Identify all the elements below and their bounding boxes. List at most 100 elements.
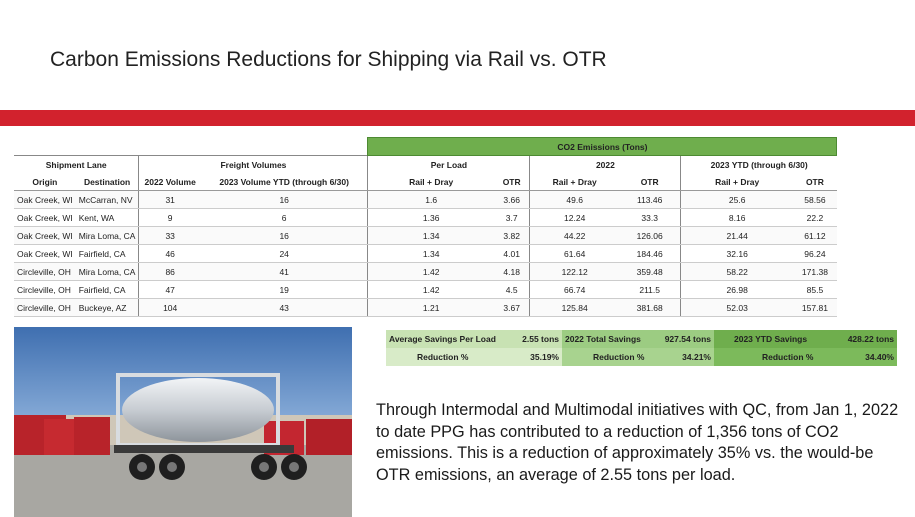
cell-2022-rail-dray: 12.24 (529, 208, 619, 227)
cell-2023-otr: 85.5 (792, 280, 837, 299)
cell-2022-otr: 381.68 (618, 298, 681, 317)
cell-2023-volume: 16 (200, 226, 368, 245)
ytd-reduction-label: Reduction % (762, 352, 814, 362)
cell-destination: Buckeye, AZ (75, 298, 139, 317)
cell-2023-rail-dray: 25.6 (680, 190, 793, 209)
table-row: Oak Creek, WI McCarran, NV 31 16 1.6 3.66 49.6… (14, 190, 837, 209)
cell-2023-rail-dray: 32.16 (680, 244, 793, 263)
cell-origin: Circleville, OH (14, 298, 76, 317)
total-savings-value: 927.54 tons (664, 334, 711, 344)
col-origin: Origin (14, 173, 76, 191)
col-2022-volume: 2022 Volume (138, 173, 201, 191)
cell-2022-otr: 184.46 (618, 244, 681, 263)
cell-2023-rail-dray: 26.98 (680, 280, 793, 299)
cell-destination: Fairfield, CA (75, 280, 139, 299)
col-2022-otr: OTR (618, 173, 681, 191)
cell-origin: Oak Creek, WI (14, 190, 76, 209)
cell-2022-otr: 113.46 (618, 190, 681, 209)
ytd-savings-label: 2023 YTD Savings (734, 334, 808, 344)
cell-2022-rail-dray: 44.22 (529, 226, 619, 245)
cell-2023-volume: 24 (200, 244, 368, 263)
col-2023-otr: OTR (792, 173, 837, 191)
cell-2023-otr: 58.56 (792, 190, 837, 209)
iso-tank-truck-photo (14, 327, 352, 517)
cell-2022-otr: 211.5 (618, 280, 681, 299)
col-2022-rail-dray: Rail + Dray (529, 173, 619, 191)
group-2022: 2022 (529, 155, 681, 173)
cell-per-load-otr: 3.7 (493, 208, 530, 227)
cell-origin: Circleville, OH (14, 280, 76, 299)
cell-origin: Oak Creek, WI (14, 208, 76, 227)
table-row: Circleville, OH Fairfield, CA 47 19 1.42 4.5 6… (14, 280, 837, 299)
col-destination: Destination (75, 173, 139, 191)
cell-origin: Oak Creek, WI (14, 244, 76, 263)
cell-per-load-rail-dray: 1.42 (367, 280, 494, 299)
cell-origin: Circleville, OH (14, 262, 76, 281)
avg-savings-value: 2.55 tons (522, 334, 559, 344)
cell-destination: Fairfield, CA (75, 244, 139, 263)
cell-destination: Kent, WA (75, 208, 139, 227)
cell-per-load-rail-dray: 1.42 (367, 262, 494, 281)
cell-2022-otr: 126.06 (618, 226, 681, 245)
cell-2023-rail-dray: 8.16 (680, 208, 793, 227)
cell-2023-volume: 43 (200, 298, 368, 317)
cell-2023-volume: 19 (200, 280, 368, 299)
emissions-table: CO2 Emissions (Tons) Shipment Lane Freig… (14, 137, 838, 317)
cell-2023-rail-dray: 21.44 (680, 226, 793, 245)
ytd-reduction-value: 34.40% (865, 352, 894, 362)
cell-2022-rail-dray: 125.84 (529, 298, 619, 317)
cell-destination: Mira Loma, CA (75, 226, 139, 245)
cell-per-load-otr: 4.5 (493, 280, 530, 299)
cell-2022-rail-dray: 49.6 (529, 190, 619, 209)
cell-2022-rail-dray: 61.64 (529, 244, 619, 263)
cell-per-load-otr: 4.18 (493, 262, 530, 281)
red-divider-bar (0, 110, 915, 126)
cell-2022-rail-dray: 66.74 (529, 280, 619, 299)
col-2023-rail-dray: Rail + Dray (680, 173, 793, 191)
cell-origin: Oak Creek, WI (14, 226, 76, 245)
cell-2023-volume: 6 (200, 208, 368, 227)
cell-2023-volume: 41 (200, 262, 368, 281)
col-2023-volume: 2023 Volume YTD (through 6/30) (200, 173, 368, 191)
cell-2022-rail-dray: 122.12 (529, 262, 619, 281)
cell-2022-otr: 359.48 (618, 262, 681, 281)
cell-2022-volume: 47 (138, 280, 201, 299)
avg-savings-label: Average Savings Per Load (389, 334, 496, 344)
group-2023-ytd: 2023 YTD (through 6/30) (680, 155, 837, 173)
cell-2022-volume: 86 (138, 262, 201, 281)
table-row: Oak Creek, WI Fairfield, CA 46 24 1.34 4.01 61… (14, 244, 837, 263)
total-reduction-label: Reduction % (593, 352, 645, 362)
cell-2023-rail-dray: 58.22 (680, 262, 793, 281)
table-row: Circleville, OH Mira Loma, CA 86 41 1.42 4.18… (14, 262, 837, 281)
cell-per-load-rail-dray: 1.36 (367, 208, 494, 227)
group-freight-volumes: Freight Volumes (138, 155, 368, 173)
cell-per-load-otr: 3.66 (493, 190, 530, 209)
page-title: Carbon Emissions Reductions for Shipping… (50, 48, 607, 71)
cell-per-load-otr: 3.82 (493, 226, 530, 245)
total-reduction-value: 34.21% (682, 352, 711, 362)
cell-2023-otr: 22.2 (792, 208, 837, 227)
cell-destination: McCarran, NV (75, 190, 139, 209)
cell-per-load-rail-dray: 1.6 (367, 190, 494, 209)
table-row: Circleville, OH Buckeye, AZ 104 43 1.21 3.67 1… (14, 298, 837, 317)
cell-2023-otr: 61.12 (792, 226, 837, 245)
col-per-load-otr: OTR (493, 173, 530, 191)
avg-reduction-label: Reduction % (417, 352, 469, 362)
cell-2022-volume: 33 (138, 226, 201, 245)
cell-2022-volume: 46 (138, 244, 201, 263)
cell-2023-volume: 16 (200, 190, 368, 209)
cell-2022-volume: 31 (138, 190, 201, 209)
group-per-load: Per Load (367, 155, 530, 173)
cell-per-load-rail-dray: 1.34 (367, 226, 494, 245)
col-per-load-rail-dray: Rail + Dray (367, 173, 494, 191)
cell-destination: Mira Loma, CA (75, 262, 139, 281)
avg-reduction-value: 35.19% (530, 352, 559, 362)
group-shipment-lane: Shipment Lane (14, 155, 139, 173)
table-row: Oak Creek, WI Kent, WA 9 6 1.36 3.7 12.24 33.3 8… (14, 208, 837, 227)
cell-2023-otr: 171.38 (792, 262, 837, 281)
cell-2022-otr: 33.3 (618, 208, 681, 227)
cell-per-load-otr: 3.67 (493, 298, 530, 317)
cell-2022-volume: 104 (138, 298, 201, 317)
savings-summary: Average Savings Per Load 2.55 tons 2022 T… (386, 330, 897, 366)
cell-2023-rail-dray: 52.03 (680, 298, 793, 317)
